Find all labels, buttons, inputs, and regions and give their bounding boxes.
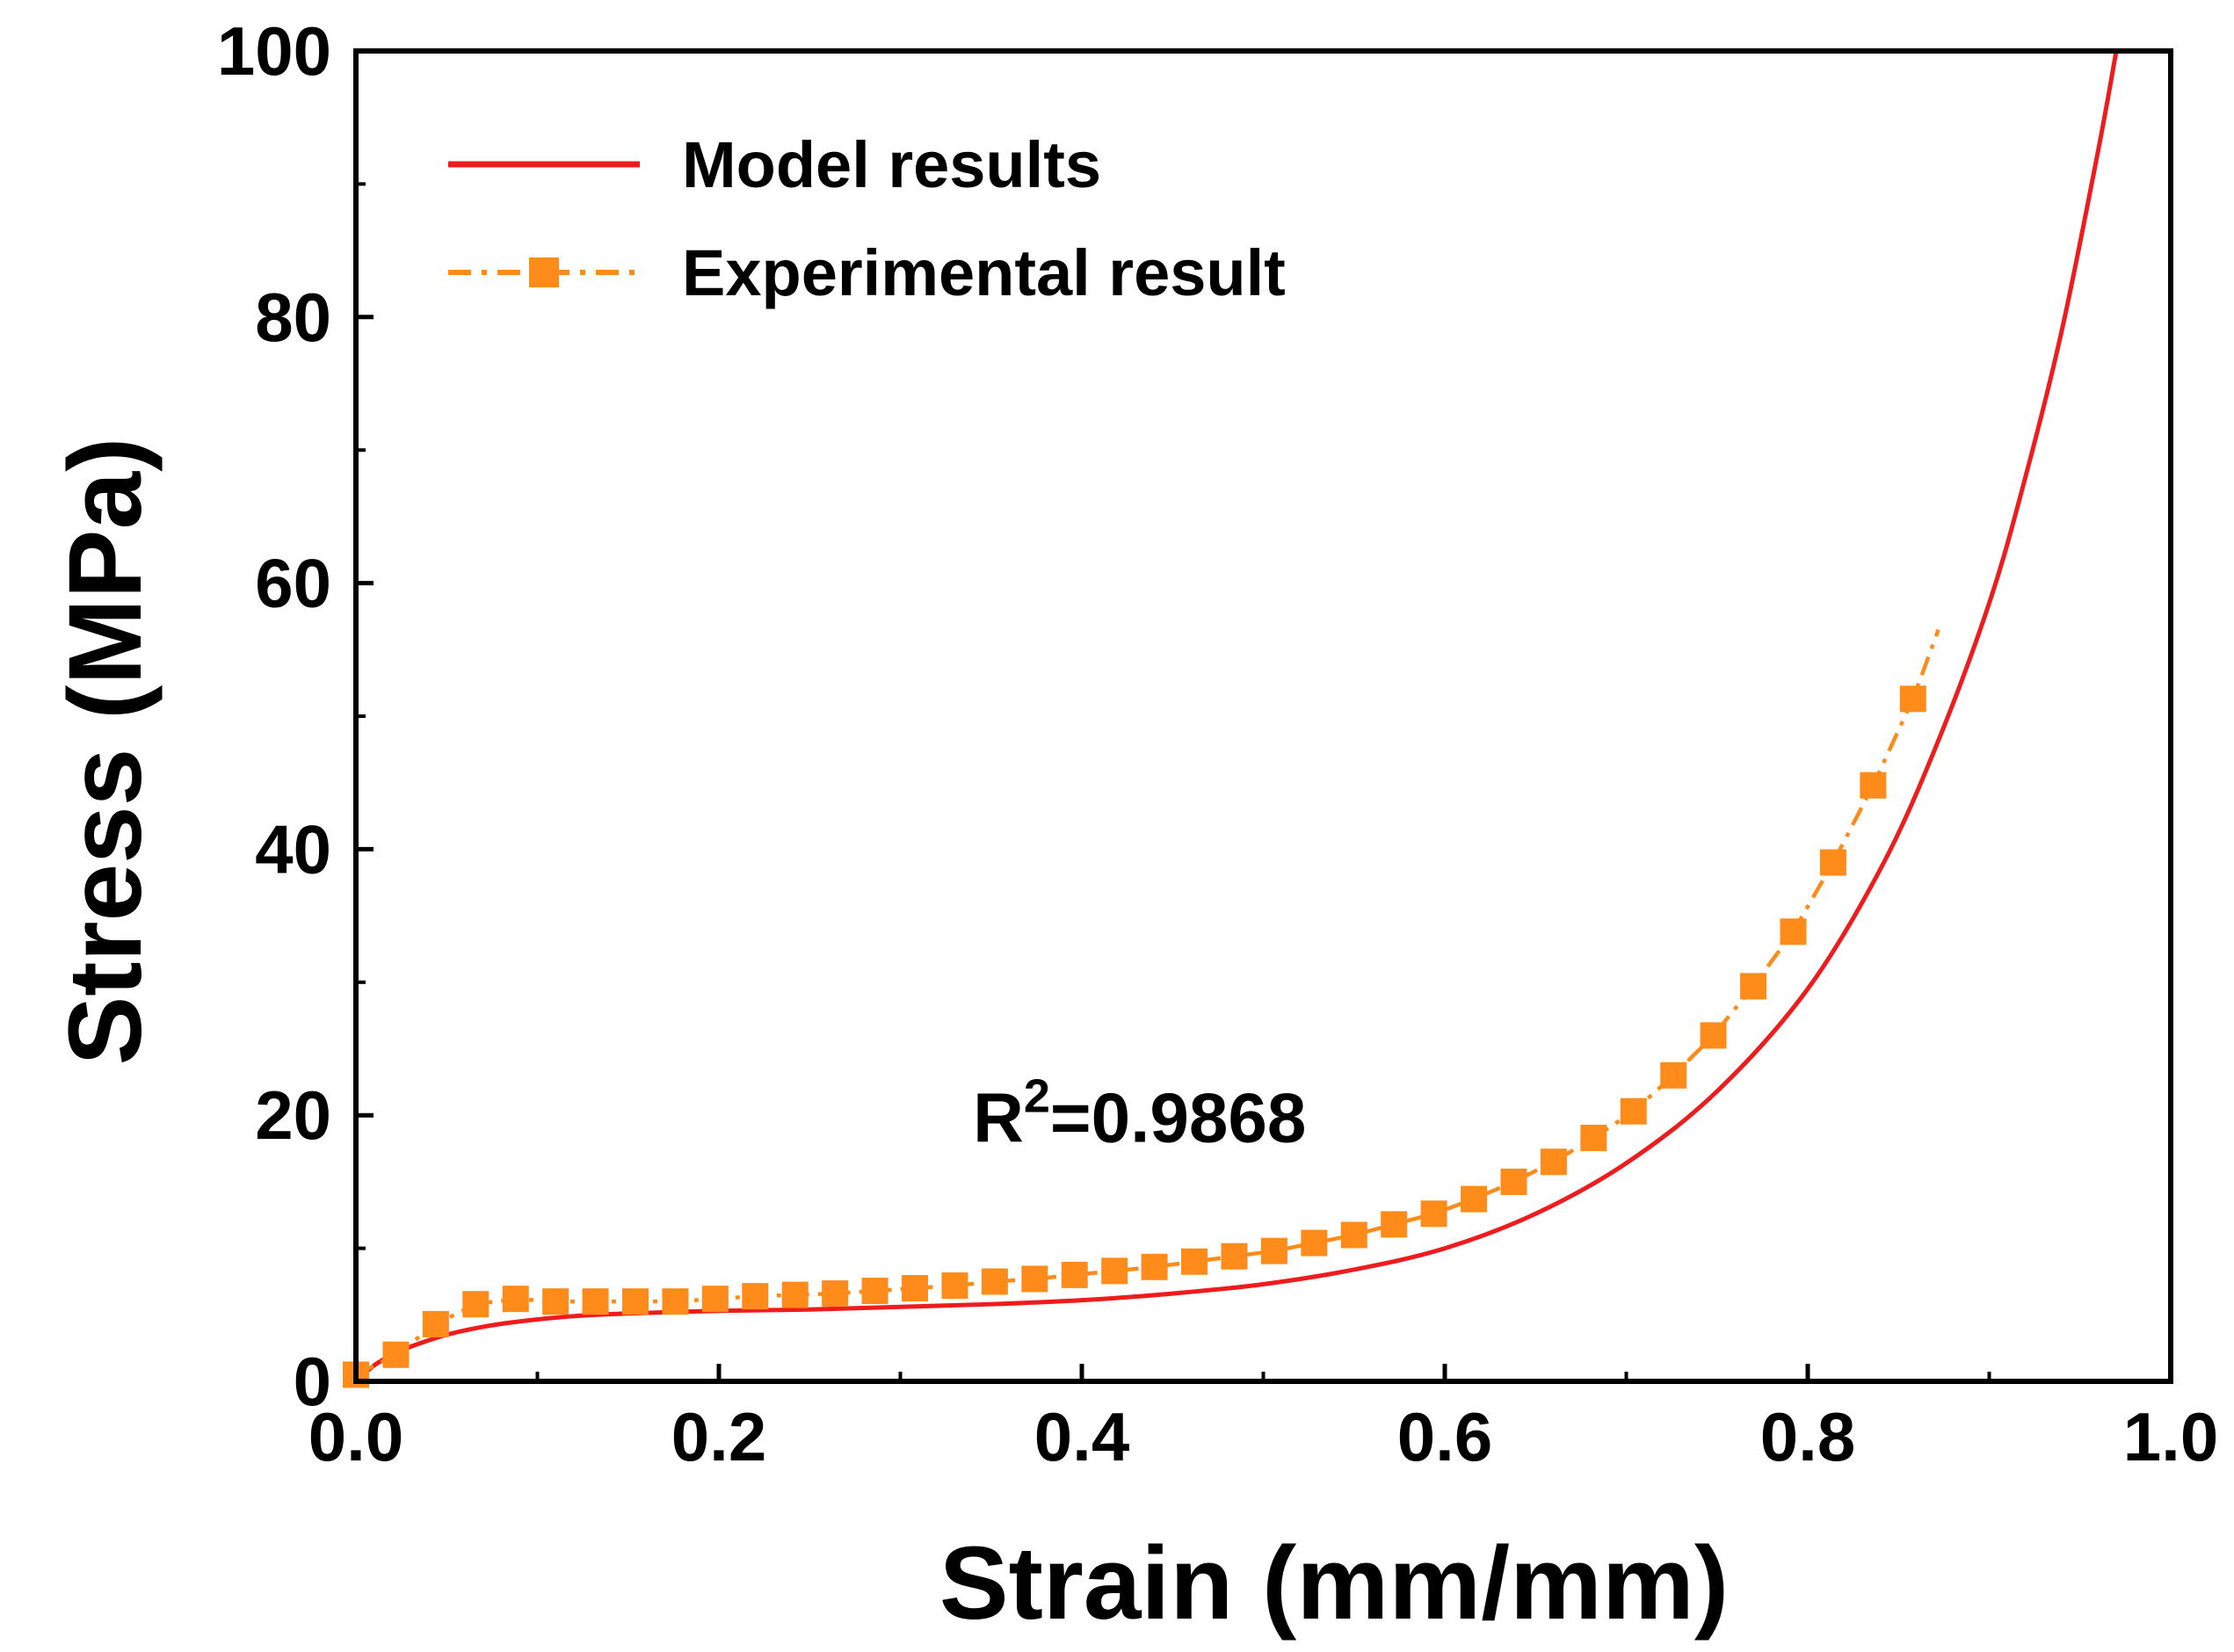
x-axis-title: Strain (mm/mm) [939,1525,1729,1641]
x-tick-label: 0.4 [1034,1398,1129,1475]
experimental-point [1021,1265,1048,1293]
experimental-point [1899,685,1926,713]
annotation-superscript: 2 [1024,1069,1050,1122]
experimental-point [1340,1221,1367,1249]
experimental-point [542,1288,569,1315]
y-tick-label: 0 [294,1343,331,1420]
experimental-point [1260,1237,1287,1264]
experimental-point [582,1288,609,1315]
x-tick-label: 0.6 [1397,1398,1492,1475]
experimental-point [1221,1243,1248,1270]
experimental-point [1141,1253,1168,1280]
y-tick-label: 80 [255,279,331,356]
y-tick-label: 40 [255,810,331,888]
legend-model-label: Model results [682,128,1101,201]
experimental-point [1860,772,1887,799]
experimental-point [1461,1185,1488,1213]
experimental-point [382,1341,410,1368]
x-tick-label: 0.2 [671,1398,766,1475]
experimental-point [1101,1257,1128,1285]
experimental-point [1819,849,1846,876]
experimental-point [1780,918,1807,946]
experimental-point [742,1283,769,1310]
legend-experimental-label: Experimental result [682,236,1286,309]
model-results-line [356,51,2119,1381]
legend: Model results Experimental result [448,128,1286,309]
experimental-point [1500,1168,1527,1195]
experimental-point [502,1286,529,1313]
experimental-point [1620,1098,1647,1125]
experimental-point [861,1278,889,1305]
y-tick-label: 100 [217,12,331,90]
experimental-point [1061,1261,1088,1288]
experimental-point [902,1275,929,1302]
annotation-main: R [973,1078,1024,1156]
experimental-point [781,1281,809,1308]
annotation-value: =0.9868 [1050,1078,1306,1156]
experimental-point [701,1286,729,1313]
experimental-point [662,1288,689,1315]
experimental-point [622,1288,649,1315]
experimental-point [822,1280,849,1308]
experimental-point [1301,1229,1328,1257]
y-axis-title: Stress (MPa) [47,438,163,1066]
experimental-point [1700,1022,1727,1049]
x-tick-label: 0.0 [308,1398,403,1475]
experimental-point [1181,1248,1208,1275]
y-tick-label: 60 [255,545,331,622]
x-tick-label: 0.8 [1760,1398,1855,1475]
experimental-point [1540,1148,1567,1176]
experimental-point [462,1291,490,1318]
experimental-point [422,1310,449,1337]
series-group [343,51,2119,1388]
experimental-point [1580,1124,1607,1151]
r-squared-annotation: R2=0.9868 [973,1069,1306,1156]
x-tick-label: 1.0 [2123,1398,2218,1475]
experimental-point [1420,1200,1447,1228]
experimental-point [1740,973,1767,1000]
experimental-point [941,1272,968,1299]
legend-experimental-marker-icon [529,257,559,287]
experimental-point [1660,1061,1687,1089]
y-tick-label: 20 [255,1076,331,1154]
experimental-point [981,1268,1008,1295]
ticks: 0.0 0.2 0.4 0.6 0.8 1.0 0 20 40 60 80 100 [217,12,2218,1475]
experimental-point [1381,1211,1408,1238]
